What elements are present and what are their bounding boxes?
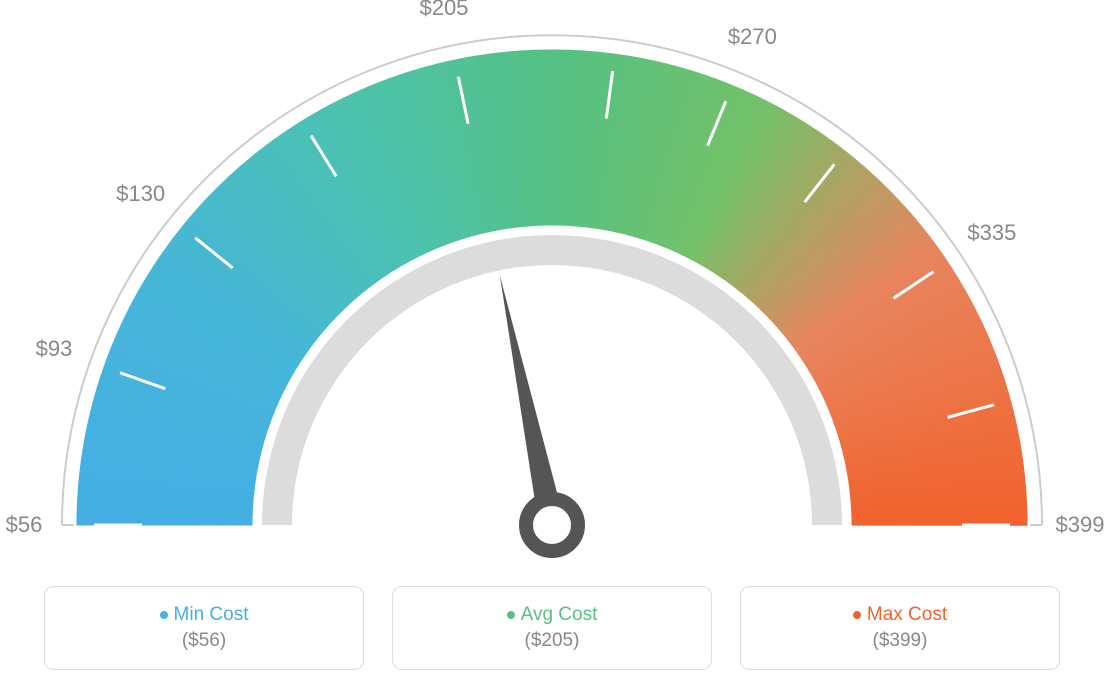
- legend-title-min: Min Cost: [160, 604, 249, 626]
- gauge-tick-label: $130: [116, 181, 165, 207]
- gauge-svg: [0, 0, 1104, 560]
- legend-label-min: Min Cost: [174, 604, 249, 626]
- legend-dot-min: [160, 611, 168, 619]
- legend-title-avg: Avg Cost: [507, 604, 598, 626]
- legend-title-max: Max Cost: [853, 604, 947, 626]
- gauge-tick-label: $399: [1056, 512, 1104, 538]
- legend-dot-avg: [507, 611, 515, 619]
- legend-value-avg: ($205): [525, 630, 580, 652]
- legend-value-min: ($56): [182, 630, 226, 652]
- gauge-tick-label: $56: [6, 512, 43, 538]
- gauge-tick-label: $93: [36, 336, 73, 362]
- gauge-tick-label: $335: [967, 220, 1016, 246]
- gauge-tick-label: $270: [728, 24, 777, 50]
- legend-card-min: Min Cost ($56): [44, 586, 364, 670]
- gauge-chart: $56 $93 $130 $205 $270 $335 $399: [0, 0, 1104, 560]
- gauge-tick-label: $205: [419, 0, 468, 21]
- legend-label-max: Max Cost: [867, 604, 947, 626]
- legend-card-avg: Avg Cost ($205): [392, 586, 712, 670]
- legend-row: Min Cost ($56) Avg Cost ($205) Max Cost …: [0, 586, 1104, 670]
- legend-value-max: ($399): [873, 630, 928, 652]
- legend-dot-max: [853, 611, 861, 619]
- legend-label-avg: Avg Cost: [521, 604, 598, 626]
- legend-card-max: Max Cost ($399): [740, 586, 1060, 670]
